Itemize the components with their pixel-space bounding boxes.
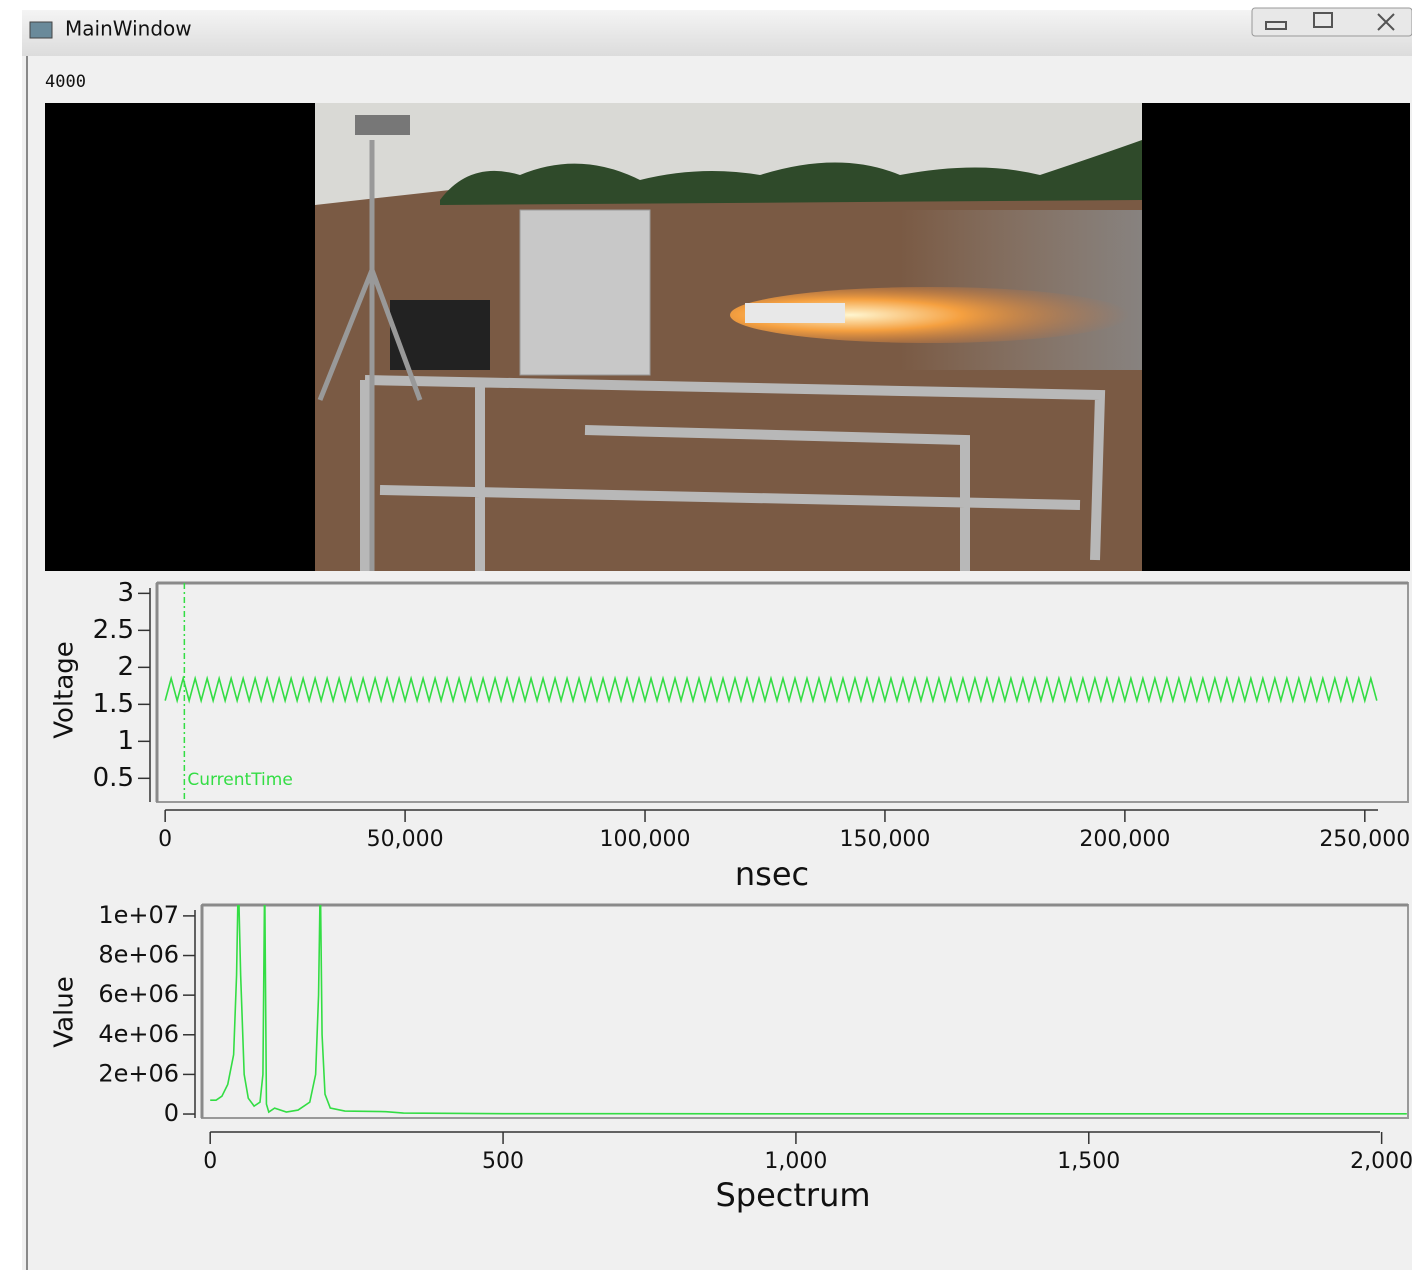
- x-tick-label: 100,000: [600, 827, 691, 852]
- y-tick-label: 1.5: [93, 689, 134, 719]
- title-bar: [22, 10, 1412, 56]
- video-engine: [745, 303, 845, 323]
- y-tick-label: 0.5: [93, 763, 134, 793]
- x-tick-label: 1,500: [1057, 1149, 1120, 1174]
- current-time-label: CurrentTime: [187, 770, 292, 790]
- x-tick-label: 0: [158, 827, 172, 852]
- y-tick-label: 6e+06: [98, 980, 179, 1008]
- window-controls[interactable]: [1252, 8, 1412, 36]
- plot-area: [157, 583, 1408, 802]
- x-tick-label: 0: [203, 1149, 217, 1174]
- x-tick-label: 150,000: [839, 827, 930, 852]
- page: MainWindow 4000 Voltage nsec Value Spect…: [0, 0, 1412, 1270]
- y-tick-label: 2.5: [93, 615, 134, 645]
- y-tick-label: 4e+06: [98, 1020, 179, 1048]
- x-tick-label: 250,000: [1319, 827, 1410, 852]
- y-tick-label: 3: [117, 578, 134, 608]
- x-tick-label: 500: [482, 1149, 524, 1174]
- y-tick-label: 1e+07: [98, 901, 179, 929]
- x-axis-label: Spectrum: [715, 1176, 870, 1214]
- x-tick-label: 50,000: [367, 827, 444, 852]
- y-tick-label: 1: [117, 726, 134, 756]
- x-tick-label: 2,000: [1350, 1149, 1412, 1174]
- y-tick-label: 8e+06: [98, 941, 179, 969]
- video-frame: [45, 103, 1410, 571]
- x-tick-label: 200,000: [1079, 827, 1170, 852]
- window-icon: [30, 22, 52, 38]
- y-axis-label: Value: [50, 976, 80, 1047]
- window-title: MainWindow: [65, 17, 192, 41]
- y-tick-label: 0: [164, 1099, 179, 1127]
- video-panel: [520, 210, 650, 375]
- y-axis-label: Voltage: [50, 641, 80, 739]
- x-axis-label: nsec: [735, 855, 809, 893]
- frame-label: 4000: [45, 72, 86, 92]
- video-camera: [355, 115, 410, 135]
- x-tick-label: 1,000: [764, 1149, 827, 1174]
- y-tick-label: 2: [117, 652, 134, 682]
- plot-area: [202, 905, 1408, 1118]
- y-tick-label: 2e+06: [98, 1059, 179, 1087]
- main-window: MainWindow 4000 Voltage nsec Value Spect…: [0, 0, 1412, 1270]
